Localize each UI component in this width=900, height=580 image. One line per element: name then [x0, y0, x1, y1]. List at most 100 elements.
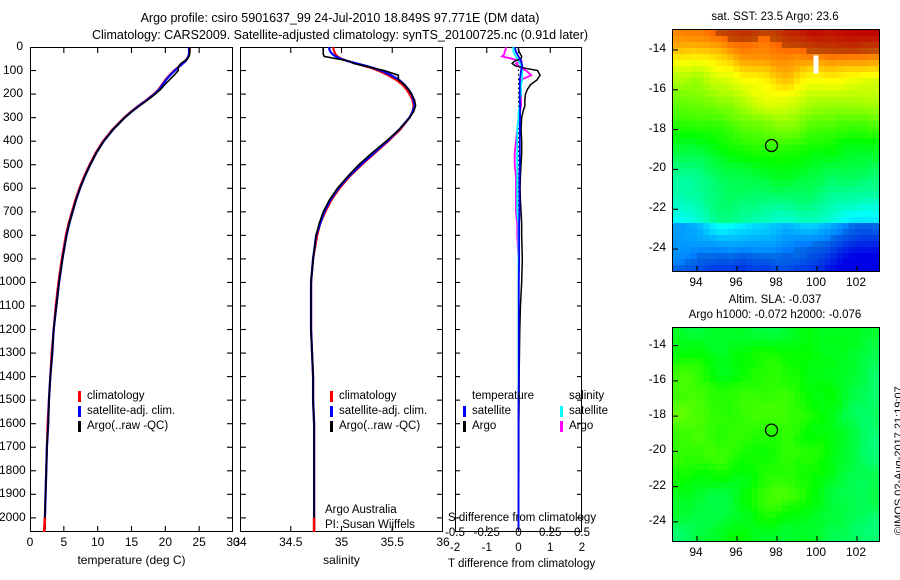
legend-swatch	[560, 421, 563, 432]
legend-swatch	[463, 406, 466, 417]
xtick-label: 98	[769, 545, 783, 559]
xtick-label: 96	[729, 275, 743, 289]
ytick-label: 1700	[0, 439, 26, 454]
salinity-xticks: 34 34.5 35 35.5 36	[233, 535, 449, 551]
xtick-label: 100	[805, 275, 827, 289]
difference-s-axis-label: S difference from climatology	[448, 512, 597, 524]
legend-swatch	[330, 406, 333, 417]
argo-australia-note: Argo Australia	[325, 504, 397, 516]
xtick-label: 34.5	[279, 535, 303, 549]
xtick-label: -1	[481, 542, 492, 554]
ytick-label: 1600	[0, 415, 26, 430]
xtick-label: -0.5	[445, 527, 465, 539]
xtick-label: 10	[90, 535, 105, 549]
xtick-label: -2	[449, 542, 461, 554]
ytick-label: -24	[648, 240, 666, 255]
legend-swatch	[560, 406, 563, 417]
difference-legend: temperature satellite Argo salinity satellit…	[463, 390, 648, 438]
ytick-label: 100	[2, 62, 23, 77]
ytick-label: -16	[648, 371, 666, 386]
ytick-label: 700	[2, 203, 23, 218]
legend-label: climatology	[87, 390, 145, 402]
salinity-axis-label: salinity	[323, 553, 360, 567]
ytick-label: 1200	[0, 321, 26, 336]
legend-label: Argo(..raw -QC)	[339, 420, 421, 432]
ytick-label: 600	[2, 180, 23, 195]
xtick-label: 94	[689, 545, 703, 559]
xtick-label: 36	[436, 535, 450, 549]
temperature-legend: climatology satellite-adj. clim. Argo(..ra…	[78, 390, 228, 438]
difference-t-xticks: -2 -1 0 1 2	[450, 542, 585, 556]
legend-header: temperature	[472, 390, 535, 402]
xtick-label: 100	[805, 545, 827, 559]
ytick-label: 1400	[0, 368, 26, 383]
legend-swatch	[330, 421, 333, 432]
ytick-label: -20	[648, 442, 666, 457]
sst-flag-marker	[813, 55, 819, 74]
temperature-plot-frame	[30, 47, 233, 532]
sla-map-title-line1: Altim. SLA: -0.037	[728, 294, 822, 306]
legend-label: satellite	[472, 405, 511, 417]
legend-header: salinity	[569, 390, 605, 402]
xtick-label: 0	[515, 542, 522, 554]
xtick-label: 2	[578, 542, 586, 554]
ytick-label: -20	[648, 160, 666, 175]
page-title-line1: Argo profile: csiro 5901637_99 24-Jul-20…	[140, 11, 540, 25]
xtick-label: -0.25	[473, 527, 500, 539]
ytick-label: 500	[2, 156, 23, 171]
difference-plot-canvas	[455, 47, 582, 532]
xtick-label: 0.25	[539, 527, 562, 539]
legend-swatch	[78, 421, 81, 432]
difference-s-xticks: -0.5 -0.25 0 0.25 0.5	[445, 527, 590, 541]
xtick-label: 0.5	[574, 527, 590, 539]
xtick-label: 35.5	[380, 535, 404, 549]
ytick-label: -22	[648, 477, 666, 492]
ytick-label: 200	[2, 86, 23, 101]
legend-label: satellite-adj. clim.	[339, 405, 428, 417]
ytick-label: 2000	[0, 509, 26, 524]
ytick-label: 300	[2, 109, 23, 124]
sst-map-yticks: -14 -16 -18 -20 -22 -24	[640, 29, 670, 272]
ytick-label: -16	[648, 80, 666, 95]
ytick-label: 1900	[0, 486, 26, 501]
salinity-legend: climatology satellite-adj. clim. Argo(..ra…	[330, 390, 480, 438]
xtick-label: 30	[226, 535, 240, 549]
ytick-label: 1100	[0, 297, 25, 312]
xtick-label: 25	[192, 535, 206, 549]
ytick-label: 900	[2, 250, 23, 265]
legend-swatch	[78, 406, 81, 417]
difference-t-axis-label: T difference from climatology	[448, 558, 596, 570]
copyright-label: ©IMOS 02-Aug-2017 21:19:07	[893, 386, 900, 535]
sst-map-xticks: 94 96 98 100 102	[672, 275, 880, 291]
profile-location-marker	[764, 138, 779, 153]
temperature-xticks: 0 5 10 15 20 25 30	[27, 535, 240, 551]
sla-map-title-line2: Argo h1000: -0.072 h2000: -0.076	[688, 309, 862, 321]
sst-map-title: sat. SST: 23.5 Argo: 23.6	[711, 11, 839, 23]
xtick-label: 0	[26, 535, 34, 549]
temperature-axis-label: temperature (deg C)	[77, 553, 186, 567]
profile-location-marker	[764, 423, 779, 437]
legend-label: climatology	[339, 390, 397, 402]
ytick-label: 1800	[0, 462, 26, 477]
xtick-label: 35	[334, 535, 349, 549]
ytick-label: 800	[2, 227, 23, 242]
xtick-label: 102	[845, 275, 867, 289]
xtick-label: 96	[729, 545, 743, 559]
xtick-label: 94	[689, 275, 703, 289]
xtick-label: 0	[515, 527, 522, 539]
ytick-label: 1000	[0, 274, 26, 289]
legend-swatch	[330, 391, 333, 402]
ytick-label: 0	[16, 39, 23, 53]
ytick-label: -22	[648, 200, 666, 215]
ytick-label: 1300	[0, 345, 26, 360]
temperature-plot-canvas	[30, 47, 233, 532]
legend-label: satellite	[569, 405, 608, 417]
xtick-label: 15	[124, 535, 139, 549]
page-title-line2: Climatology: CARS2009. Satellite-adjuste…	[91, 28, 589, 42]
temperature-yticks: 0 100 200 300 400 500 600 700 800 900 1000 1100 1200…	[0, 39, 26, 532]
legend-label: Argo(..raw -QC)	[87, 420, 169, 432]
xtick-label: 1	[547, 542, 554, 554]
ytick-label: -14	[648, 336, 666, 351]
ytick-label: -14	[648, 40, 666, 55]
ytick-label: -18	[648, 120, 666, 135]
